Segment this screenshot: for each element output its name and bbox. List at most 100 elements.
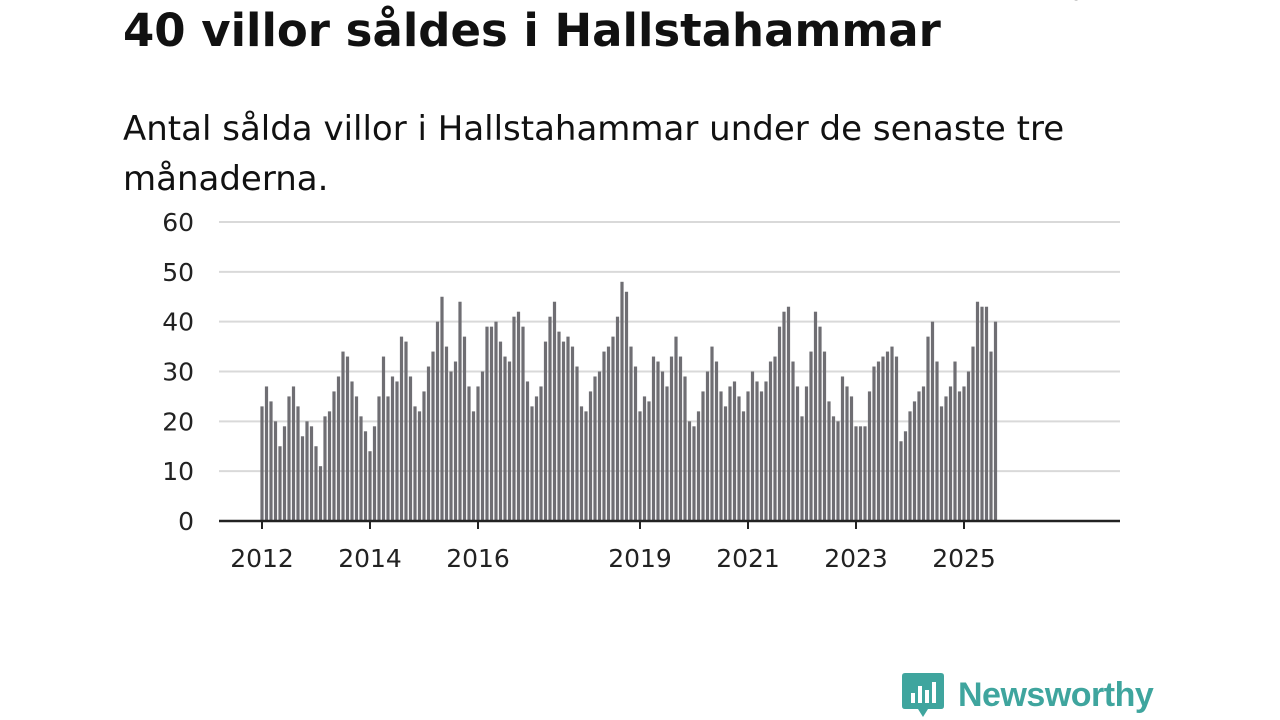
bar xyxy=(647,401,651,521)
bar xyxy=(300,436,305,521)
bar xyxy=(435,321,440,521)
bar xyxy=(768,361,773,521)
y-tick-label: 10 xyxy=(162,457,194,486)
bar xyxy=(440,296,444,521)
bar xyxy=(696,411,701,521)
bar xyxy=(989,351,993,521)
bar xyxy=(971,346,975,521)
bar xyxy=(516,311,521,521)
bar xyxy=(543,341,548,521)
bar xyxy=(836,421,840,521)
bar xyxy=(584,411,588,521)
bar xyxy=(485,326,489,521)
bar xyxy=(944,396,948,521)
bar xyxy=(521,326,525,521)
bar xyxy=(341,351,345,521)
bar xyxy=(476,386,480,521)
bar xyxy=(849,396,854,521)
bar xyxy=(890,346,894,521)
bar xyxy=(453,361,458,521)
bar xyxy=(629,346,633,521)
bar xyxy=(786,306,791,521)
bar xyxy=(827,401,831,521)
bar xyxy=(854,426,858,521)
bar xyxy=(309,426,314,521)
bar xyxy=(507,361,512,521)
bar xyxy=(975,301,980,521)
bar xyxy=(480,371,485,521)
bar xyxy=(912,401,917,521)
bar xyxy=(377,396,381,521)
bar xyxy=(692,426,696,521)
bar xyxy=(390,376,395,521)
bar xyxy=(282,426,287,521)
bar xyxy=(503,356,507,521)
bar xyxy=(908,411,912,521)
bar xyxy=(930,321,935,521)
bar xyxy=(287,396,291,521)
bar xyxy=(404,341,408,521)
bar xyxy=(260,406,264,521)
bar xyxy=(588,391,593,521)
bar xyxy=(953,361,957,521)
bar xyxy=(885,351,890,521)
bar xyxy=(345,356,350,521)
bar xyxy=(417,411,422,521)
bar xyxy=(669,356,674,521)
bar xyxy=(368,451,372,521)
bar xyxy=(458,301,462,521)
x-tick-label: 2012 xyxy=(230,544,294,573)
bar xyxy=(305,421,309,521)
bar xyxy=(264,386,269,521)
bar xyxy=(431,351,435,521)
y-tick-label: 50 xyxy=(162,258,194,287)
bar xyxy=(512,316,516,521)
x-tick-label: 2021 xyxy=(716,544,780,573)
bar xyxy=(462,336,467,521)
y-tick-label: 0 xyxy=(178,507,194,536)
bar xyxy=(935,361,939,521)
bar xyxy=(602,351,606,521)
chart-subtitle: Antal sålda villor i Hallstahammar under… xyxy=(123,109,1065,199)
bar xyxy=(332,391,336,521)
bar xyxy=(687,421,692,521)
bar xyxy=(386,396,390,521)
bar xyxy=(876,361,881,521)
bar xyxy=(444,346,449,521)
bar xyxy=(665,386,669,521)
bar xyxy=(269,401,273,521)
bar xyxy=(795,386,800,521)
bar xyxy=(678,356,683,521)
bar xyxy=(570,346,575,521)
bar xyxy=(858,426,863,521)
bar xyxy=(561,341,566,521)
bar xyxy=(566,336,570,521)
bar xyxy=(800,416,804,521)
brand-name: Newsworthy xyxy=(958,675,1154,714)
bar xyxy=(750,371,755,521)
bar xyxy=(777,326,782,521)
bar xyxy=(579,406,584,521)
bar xyxy=(845,386,849,521)
bar xyxy=(809,351,813,521)
bar xyxy=(525,381,530,521)
bar xyxy=(903,431,908,521)
bar xyxy=(993,321,998,521)
bar xyxy=(624,291,629,521)
bar xyxy=(408,376,413,521)
x-tick-label: 2019 xyxy=(608,544,672,573)
bar xyxy=(363,431,368,521)
bar xyxy=(804,386,809,521)
bar xyxy=(606,346,611,521)
bar xyxy=(534,396,539,521)
bar xyxy=(336,376,341,521)
y-tick-label: 40 xyxy=(162,308,194,337)
bar xyxy=(683,376,687,521)
y-tick-label: 30 xyxy=(162,358,194,387)
bar xyxy=(759,391,764,521)
bar xyxy=(597,371,602,521)
bar xyxy=(467,386,471,521)
bar xyxy=(782,311,786,521)
bar xyxy=(548,316,552,521)
